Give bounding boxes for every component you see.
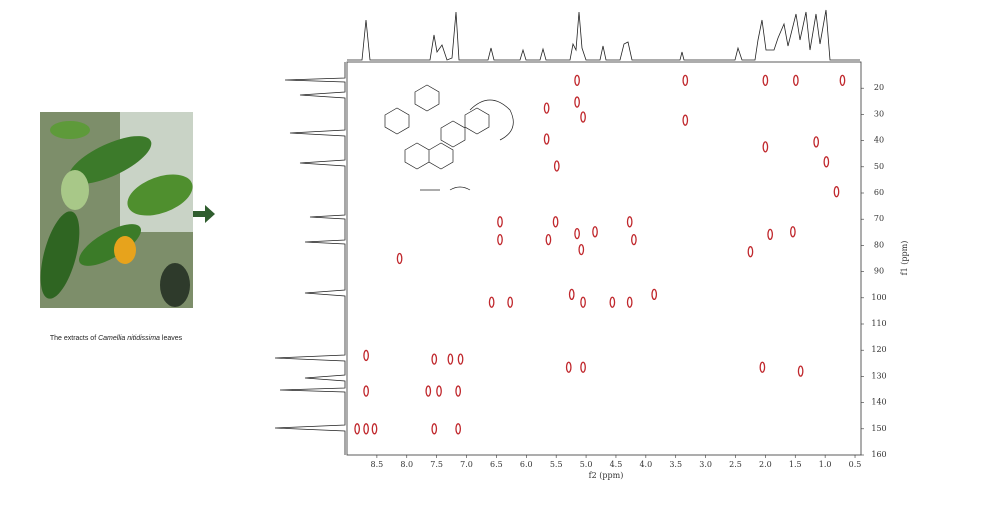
y-tick-label: 100 — [871, 293, 886, 302]
y-axis-label: f1 (ppm) — [900, 241, 909, 276]
x-tick-label: 4.5 — [610, 460, 623, 469]
cross-peak — [363, 385, 369, 397]
x-tick-label: 7.0 — [460, 460, 473, 469]
x-tick-label: 1.0 — [819, 460, 832, 469]
caption: The extracts of Camellia nitidissima lea… — [50, 335, 183, 342]
x-tick-label: 3.0 — [699, 460, 712, 469]
cross-peak — [682, 114, 689, 126]
cross-peak — [682, 74, 689, 86]
structure-sketch — [384, 84, 514, 191]
cross-peak — [592, 226, 598, 238]
cross-peak — [626, 216, 633, 228]
x-tick-label: 2.5 — [729, 460, 742, 469]
caption-text: leaves — [160, 335, 183, 342]
arrow — [193, 205, 215, 223]
cross-peak — [431, 423, 438, 435]
y-tick-label: 130 — [871, 371, 886, 380]
x-tick-label: 0.5 — [849, 460, 862, 469]
cross-peak — [762, 141, 769, 153]
y-tick-label: 90 — [874, 267, 884, 276]
cross-peak — [497, 216, 503, 228]
cross-peak — [626, 296, 633, 308]
cross-peak — [431, 353, 438, 365]
plot-frame — [346, 61, 862, 456]
y-tick-label: 30 — [874, 109, 884, 118]
cross-peak — [580, 296, 586, 308]
cross-peak — [497, 233, 503, 246]
f2-projection — [347, 9, 860, 61]
cross-peak — [580, 361, 586, 373]
cross-peak — [425, 385, 432, 397]
x-tick-label: 8.0 — [400, 460, 413, 469]
cross-peak — [797, 365, 804, 377]
cross-peak — [543, 133, 550, 145]
cross-peak — [488, 296, 495, 308]
caption-text: The extracts of — [50, 335, 98, 342]
cross-peak — [507, 296, 514, 308]
cross-peak — [578, 243, 585, 256]
cross-peak — [833, 186, 840, 198]
y-tick-label: 150 — [871, 424, 886, 433]
y-tick-label: 50 — [874, 162, 884, 171]
cross-peak — [371, 423, 378, 435]
cross-peak — [580, 111, 586, 123]
cross-peak — [363, 349, 369, 362]
cross-peak — [762, 74, 769, 86]
y-tick-label: 140 — [871, 398, 886, 407]
y-tick-label: 20 — [874, 83, 884, 92]
x-tick-label: 5.0 — [580, 460, 593, 469]
cross-peak — [455, 385, 462, 397]
x-tick-label: 5.5 — [550, 460, 563, 469]
cross-peak — [631, 233, 637, 246]
x-tick-label: 7.5 — [430, 460, 443, 469]
cross-peak — [565, 361, 572, 373]
cross-peak — [543, 102, 550, 114]
cross-peak — [553, 160, 560, 172]
cross-peak — [545, 233, 552, 246]
x-tick-label: 1.5 — [789, 460, 802, 469]
caption-species: Camellia nitidissima — [98, 335, 160, 342]
y-tick-label: 120 — [871, 345, 886, 354]
cross-peak — [455, 423, 462, 435]
cross-peak — [793, 74, 799, 86]
y-tick-label: 70 — [874, 214, 884, 223]
cross-peak — [552, 216, 559, 228]
y-tick-label: 160 — [871, 450, 886, 459]
cross-peak — [457, 353, 464, 365]
x-tick-label: 6.5 — [490, 460, 503, 469]
cross-peak — [767, 228, 774, 241]
cross-peak — [813, 136, 820, 148]
y-tick-label: 110 — [871, 319, 886, 328]
leaf-photo — [40, 112, 193, 308]
x-tick-label: 8.5 — [371, 460, 384, 469]
cross-peak — [396, 252, 403, 265]
x-tick-label: 6.0 — [520, 460, 533, 469]
cross-peak — [609, 296, 616, 308]
x-tick-label: 4.0 — [639, 460, 652, 469]
cross-peak — [790, 226, 796, 238]
cross-peak — [747, 246, 754, 258]
y-tick-label: 80 — [874, 240, 884, 249]
cross-peak — [363, 423, 369, 435]
cross-peak — [759, 361, 766, 373]
cross-peak — [568, 288, 575, 301]
y-tick-label: 60 — [874, 188, 884, 197]
x-axis-label: f2 (ppm) — [589, 471, 624, 480]
cross-peak — [354, 423, 361, 435]
cross-peak — [436, 385, 442, 397]
cross-peak — [574, 74, 580, 86]
cross-peak — [447, 353, 454, 365]
cross-peak — [574, 227, 580, 240]
cross-peak — [574, 96, 580, 108]
y-tick-label: 40 — [874, 136, 884, 145]
cross-peak — [839, 74, 846, 86]
f1-projection — [274, 62, 346, 455]
x-tick-label: 3.5 — [669, 460, 682, 469]
x-tick-label: 2.0 — [759, 460, 772, 469]
cross-peak — [651, 288, 658, 301]
cross-peak — [823, 156, 830, 168]
